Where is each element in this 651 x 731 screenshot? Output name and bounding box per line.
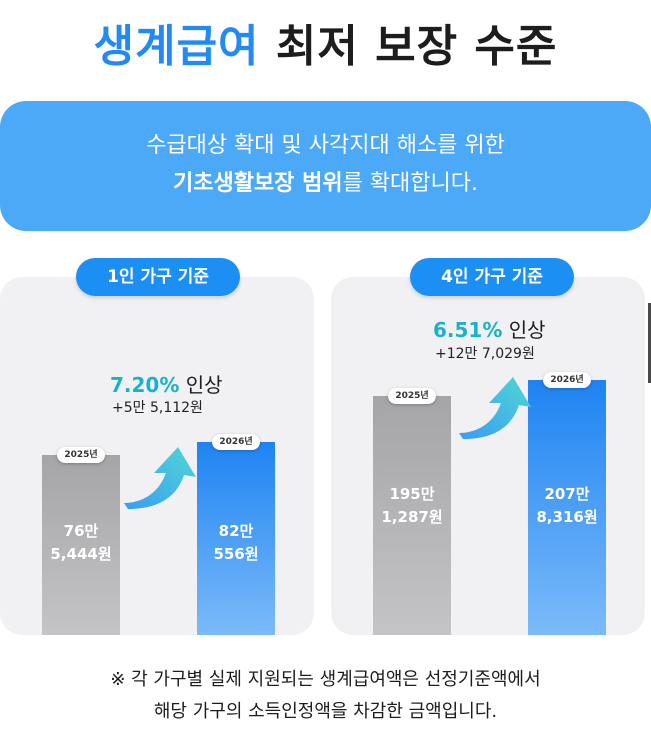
value-label-2026-line2: 556원 xyxy=(213,545,259,563)
curved-up-arrow-icon xyxy=(459,377,531,439)
chart-card-4-person: 2025년 2026년 195만 1,287원 207만 8,316원 6.51… xyxy=(331,277,645,635)
year-label-2026: 2026년 xyxy=(543,372,591,388)
value-label-2025-line1: 195만 xyxy=(389,485,435,503)
banner-line-1: 수급대상 확대 및 사각지대 해소를 위한 xyxy=(146,133,505,158)
value-label-2026: 207만 8,316원 xyxy=(522,483,612,529)
footnote: ※ 각 가구별 실제 지원되는 생계급여액은 선정기준액에서 해당 가구의 소득… xyxy=(0,664,651,728)
increase-amount: +12만 7,029원 xyxy=(435,346,535,362)
bar-2025 xyxy=(42,455,120,635)
increase-percent-value: 7.20% xyxy=(110,373,180,397)
bar-2026 xyxy=(197,442,275,635)
increase-word: 인상 xyxy=(185,373,223,397)
year-label-2025: 2025년 xyxy=(57,447,105,463)
info-banner: 수급대상 확대 및 사각지대 해소를 위한 기초생활보장 범위를 확대합니다. xyxy=(0,101,651,231)
value-label-2025-line1: 76만 xyxy=(63,522,99,540)
right-edge-marker xyxy=(648,303,651,383)
bar-2026 xyxy=(528,380,606,635)
year-label-2025: 2025년 xyxy=(388,388,436,404)
value-label-2025-line2: 1,287원 xyxy=(381,508,443,526)
value-label-2026: 82만 556원 xyxy=(191,520,281,566)
year-label-2026: 2026년 xyxy=(212,434,260,450)
bar-2025 xyxy=(373,396,451,635)
curved-up-arrow-icon xyxy=(124,447,196,509)
chart-card-1-person: 2025년 2026년 76만 5,444원 82만 556원 7.20% 인상… xyxy=(0,277,314,635)
increase-word: 인상 xyxy=(508,318,546,342)
footnote-line-2: 해당 가구의 소득인정액을 차감한 금액입니다. xyxy=(153,701,498,722)
increase-percent: 7.20% 인상 xyxy=(110,369,223,398)
value-label-2026-line1: 207만 xyxy=(544,485,590,503)
value-label-2025: 195만 1,287원 xyxy=(367,483,457,529)
chart-title-1-person: 1인 가구 기준 xyxy=(76,258,240,296)
increase-percent-value: 6.51% xyxy=(433,318,503,342)
footnote-line-1: ※ 각 가구별 실제 지원되는 생계급여액은 선정기준액에서 xyxy=(110,669,541,690)
value-label-2026-line2: 8,316원 xyxy=(536,508,598,526)
value-label-2025-line2: 5,444원 xyxy=(50,545,112,563)
chart-title-4-person: 4인 가구 기준 xyxy=(410,258,574,296)
title-rest: 최저 보장 수준 xyxy=(275,21,558,72)
banner-rest-text: 를 확대합니다. xyxy=(342,171,479,196)
value-label-2026-line1: 82만 xyxy=(218,522,254,540)
page-title: 생계급여 최저 보장 수준 xyxy=(0,10,651,74)
banner-line-2: 기초생활보장 범위를 확대합니다. xyxy=(0,165,651,203)
increase-amount: +5만 5,112원 xyxy=(112,400,203,416)
title-highlight: 생계급여 xyxy=(93,21,260,72)
banner-bold-text: 기초생활보장 범위 xyxy=(172,171,343,196)
value-label-2025: 76만 5,444원 xyxy=(36,520,126,566)
increase-percent: 6.51% 인상 xyxy=(433,314,546,343)
